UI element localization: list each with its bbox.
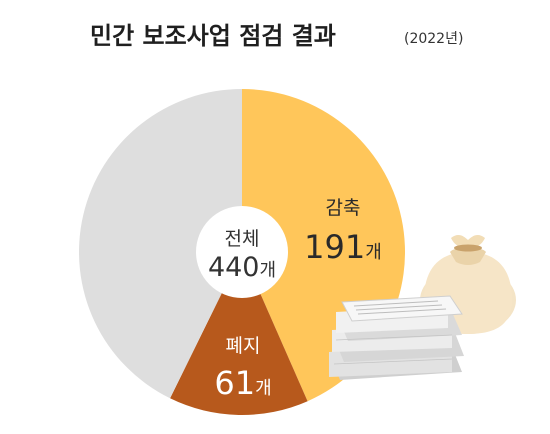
reduced-label: 감축 bbox=[326, 197, 361, 219]
center-hole bbox=[196, 206, 288, 298]
center-label: 전체 bbox=[225, 228, 260, 250]
abolished-value-text: 61개 bbox=[214, 364, 271, 402]
abolished-value: 61 bbox=[214, 364, 255, 402]
abolished-unit: 개 bbox=[255, 378, 272, 399]
pie-slices bbox=[78, 88, 405, 416]
paper-stack-icon bbox=[329, 295, 464, 380]
slice-rest bbox=[78, 88, 242, 399]
slice-abolished bbox=[170, 252, 308, 416]
center-value: 440 bbox=[208, 252, 260, 283]
reduced-value: 191 bbox=[304, 228, 365, 266]
chart-subtitle: (2022년) bbox=[404, 31, 463, 47]
center-unit: 개 bbox=[259, 260, 276, 281]
abolished-label: 폐지 bbox=[226, 335, 261, 357]
reduced-value-text: 191개 bbox=[304, 228, 382, 266]
center-value-text: 440개 bbox=[208, 252, 276, 283]
reduced-unit: 개 bbox=[365, 242, 382, 263]
chart-title: 민간 보조사업 점검 결과 bbox=[90, 22, 336, 50]
